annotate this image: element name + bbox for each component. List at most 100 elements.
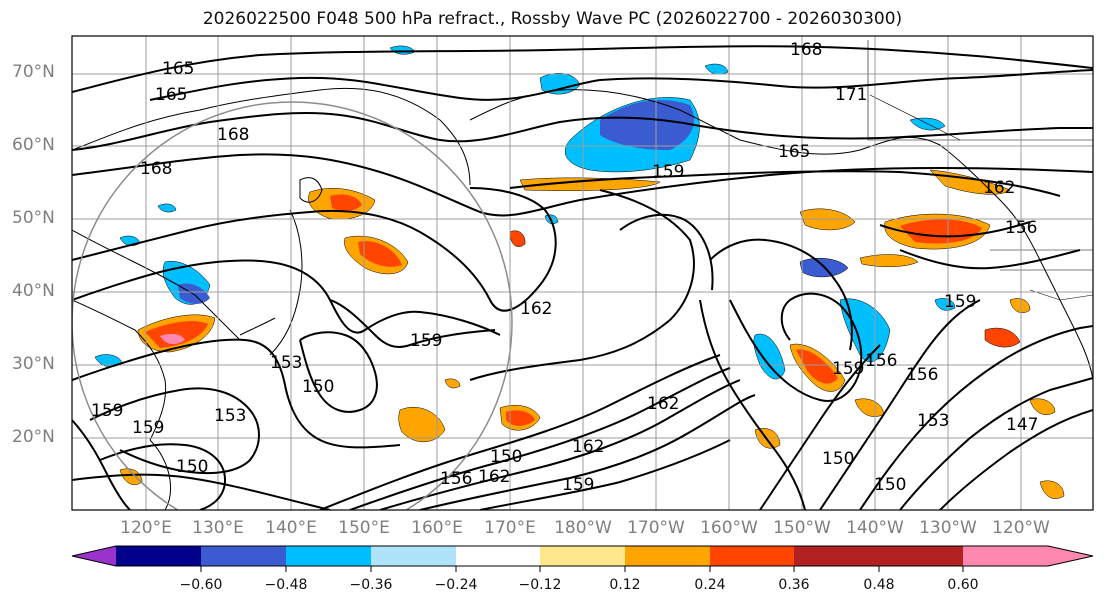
contour-label: 165 <box>778 142 810 162</box>
colorbar-segment <box>710 546 794 566</box>
longitude-label: 120°W <box>992 518 1050 538</box>
contour-line <box>699 299 806 510</box>
colorbar-segment <box>286 546 371 566</box>
colorbar-segment <box>794 546 879 566</box>
longitude-label: 170°W <box>627 518 685 538</box>
contour-label: 156 <box>1005 218 1037 238</box>
contour-label: 162 <box>572 437 604 457</box>
contour-line <box>469 189 695 381</box>
positive-anomaly-patch <box>1029 398 1056 415</box>
positive-anomaly-patch <box>358 241 402 267</box>
contour-line <box>72 187 557 312</box>
longitude-label: 150°E <box>338 518 390 538</box>
contour-label: 168 <box>790 40 822 60</box>
height-contours <box>72 45 1093 510</box>
contour-label: 159 <box>132 418 164 438</box>
contour-label: 159 <box>832 359 864 379</box>
contour-label: 159 <box>944 292 976 312</box>
contour-label-group: 168 165 165 168 168 171 165 159 162 156 … <box>91 40 1038 495</box>
contour-label: 165 <box>155 85 187 105</box>
contour-line <box>319 354 721 510</box>
latitude-label: 50°N <box>12 208 55 228</box>
colorbar-outline <box>71 545 1094 567</box>
graticule <box>72 36 1093 510</box>
border <box>867 40 1093 141</box>
latitude-label: 20°N <box>12 427 55 447</box>
contour-line <box>299 331 378 413</box>
negative-anomaly-patch <box>704 63 729 75</box>
coastline <box>239 317 276 336</box>
latitude-label: 40°N <box>12 281 55 301</box>
positive-anomaly-patch <box>1039 480 1065 499</box>
contour-label: 162 <box>520 299 552 319</box>
contour-line <box>89 387 260 475</box>
latitude-label: 60°N <box>12 135 55 155</box>
colorbar-tick-label: 0.12 <box>609 577 641 593</box>
contour-line <box>329 299 496 348</box>
contour-line <box>149 69 1093 101</box>
contour-label: 168 <box>140 159 172 179</box>
coastline <box>269 209 303 356</box>
longitude-label: 150°W <box>773 518 831 538</box>
negative-anomaly-patch <box>934 298 956 311</box>
contour-line <box>349 367 731 510</box>
contour-label: 150 <box>302 377 334 397</box>
contour-line <box>72 338 401 449</box>
positive-anomaly-patch <box>900 219 982 244</box>
contour-label: 156 <box>440 469 472 489</box>
contour-label: 156 <box>906 365 938 385</box>
colorbar-tick-label: 0.48 <box>863 577 895 593</box>
coastline <box>72 87 471 186</box>
contour-label: 147 <box>1006 415 1038 435</box>
contour-label: 162 <box>478 467 510 487</box>
contour-line <box>619 213 714 291</box>
colorbar-segment <box>540 546 625 566</box>
contour-line <box>72 259 501 336</box>
contour-label: 159 <box>652 162 684 182</box>
contour-line <box>72 112 1093 151</box>
contour-line <box>419 394 756 510</box>
contour-label: 159 <box>91 401 123 421</box>
negative-anomaly-patch <box>157 203 177 213</box>
positive-anomaly-patch <box>506 410 535 426</box>
contour-line <box>859 325 1093 510</box>
contour-label: 150 <box>176 457 208 477</box>
contour-line <box>759 344 881 510</box>
colorbar-segment <box>116 546 201 566</box>
positive-anomaly-patch <box>509 230 526 247</box>
contour-line <box>509 170 1061 197</box>
coastline <box>469 89 741 141</box>
longitude-label: 130°E <box>192 518 244 538</box>
contour-label: 153 <box>917 411 949 431</box>
contour-label: 165 <box>162 59 194 79</box>
contour-label: 159 <box>562 475 594 495</box>
contour-line <box>72 45 1093 93</box>
positive-anomaly-patch <box>519 177 661 191</box>
latitude-label: 30°N <box>12 354 55 374</box>
longitude-label: 140°E <box>265 518 317 538</box>
contour-line <box>729 292 863 402</box>
region-outline-circle <box>72 101 513 510</box>
colorbar-segment <box>201 546 286 566</box>
contour-label: 162 <box>647 394 679 414</box>
contour-line <box>99 443 227 510</box>
colorbar-under-arrow <box>72 546 116 566</box>
colorbar-segment <box>456 546 540 566</box>
contour-line <box>899 249 1081 270</box>
positive-anomaly-patch <box>984 327 1021 348</box>
positive-anomaly-patch <box>444 378 461 389</box>
contour-label: 150 <box>822 449 854 469</box>
contour-label: 153 <box>214 406 246 426</box>
positive-anomaly-patch <box>796 349 838 384</box>
colorbar <box>71 545 1094 572</box>
longitude-label: 160°E <box>411 518 463 538</box>
colorbar-tick-label: 0.36 <box>778 577 810 593</box>
colorbar-tick-label: −0.36 <box>349 577 393 593</box>
colorbar-segment <box>371 546 456 566</box>
longitude-label: 120°E <box>120 518 172 538</box>
contour-line <box>899 377 1093 510</box>
map-frame <box>71 35 1094 511</box>
positive-anomaly-patch <box>160 333 185 345</box>
negative-anomaly-patch <box>600 100 694 150</box>
